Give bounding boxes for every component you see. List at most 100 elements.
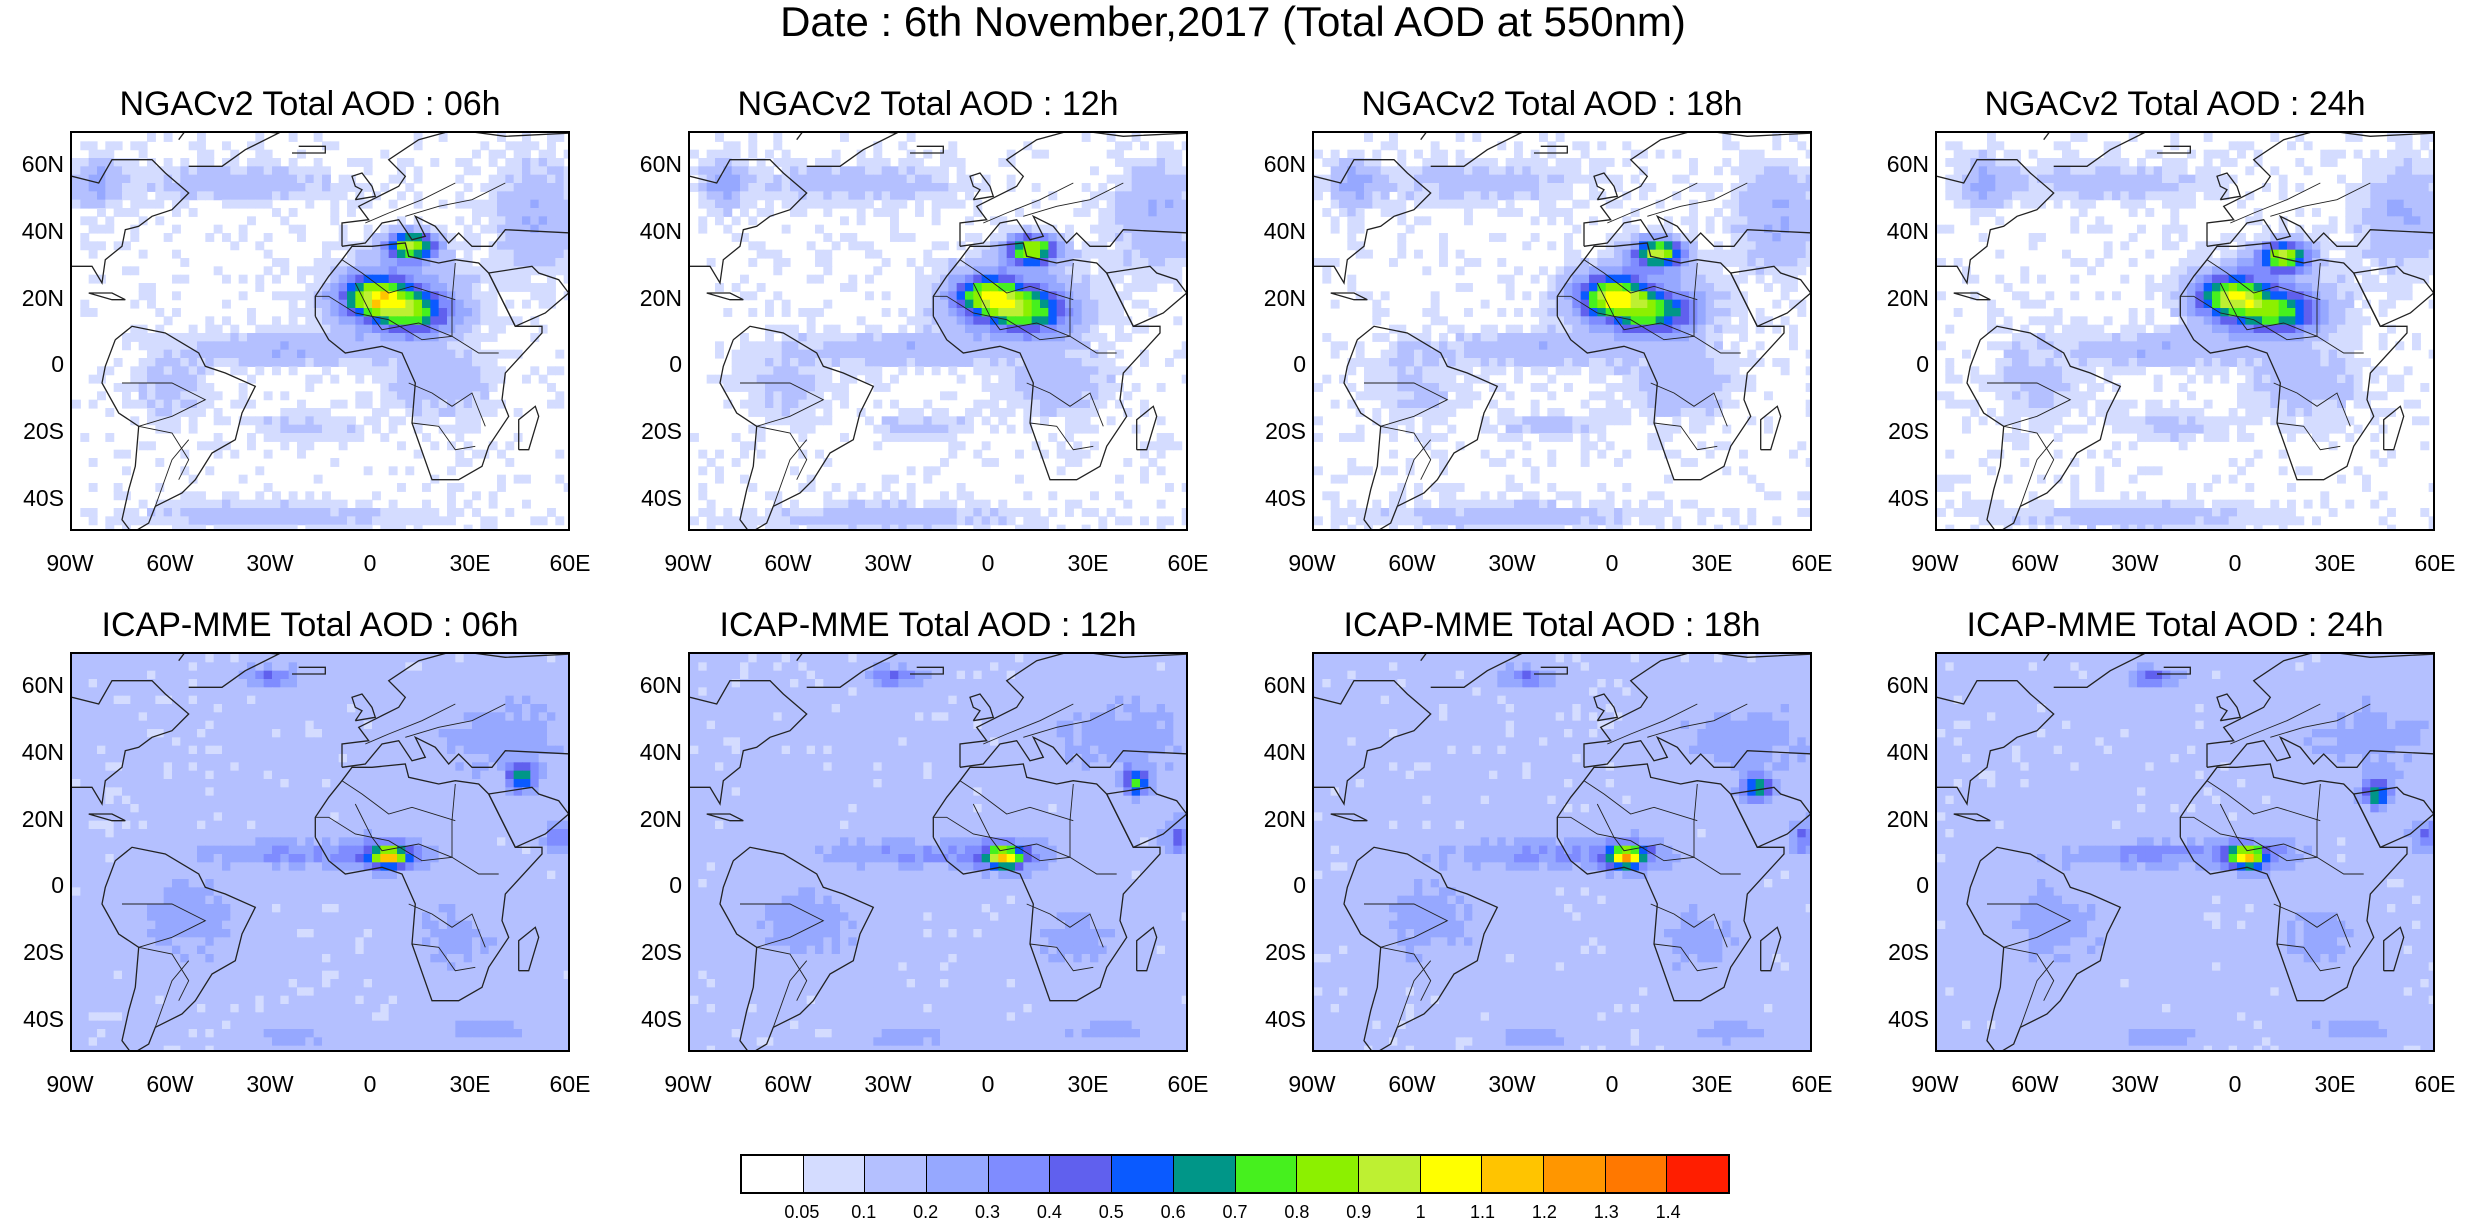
lon-tick-label: 0 — [1572, 1072, 1652, 1096]
colorbar-box — [1050, 1156, 1112, 1192]
lat-tick-label: 0 — [669, 352, 682, 376]
lat-tick-label: 0 — [51, 352, 64, 376]
lat-tick-label: 20S — [1265, 940, 1306, 964]
lat-tick-label: 0 — [669, 873, 682, 897]
colorbar-label: 0.6 — [1143, 1203, 1203, 1221]
lat-tick-label: 20S — [23, 940, 64, 964]
panel-title: ICAP-MME Total AOD : 12h — [618, 606, 1238, 644]
lat-tick-label: 40N — [1264, 219, 1306, 243]
lon-tick-label: 60W — [748, 551, 828, 575]
map-area — [688, 131, 1188, 531]
colorbar-box — [1297, 1156, 1359, 1192]
lon-tick-label: 30E — [1048, 1072, 1128, 1096]
figure-title: Date : 6th November,2017 (Total AOD at 5… — [0, 0, 2466, 44]
lon-tick-label: 90W — [1272, 551, 1352, 575]
lon-tick-label: 60W — [748, 1072, 828, 1096]
aod-field — [72, 654, 570, 1052]
lon-tick-label: 90W — [1895, 551, 1975, 575]
lon-tick-label: 30W — [2095, 1072, 2175, 1096]
lat-tick-label: 60N — [640, 673, 682, 697]
aod-map — [72, 654, 570, 1052]
lon-tick-label: 90W — [30, 1072, 110, 1096]
lon-tick-label: 0 — [2195, 551, 2275, 575]
lat-tick-label: 20N — [22, 807, 64, 831]
lat-tick-label: 40S — [1888, 1007, 1929, 1031]
aod-field — [690, 654, 1188, 1052]
colorbar-label: 0.8 — [1267, 1203, 1327, 1221]
lat-tick-label: 40N — [1887, 219, 1929, 243]
lon-tick-label: 60E — [1148, 551, 1228, 575]
lat-tick-label: 20N — [640, 286, 682, 310]
aod-map — [72, 133, 570, 531]
lat-tick-label: 60N — [1264, 152, 1306, 176]
lon-tick-label: 60E — [530, 551, 610, 575]
lat-tick-label: 20S — [641, 419, 682, 443]
lon-tick-label: 30W — [2095, 551, 2175, 575]
lon-tick-label: 60W — [1372, 1072, 1452, 1096]
colorbar-label: 0.05 — [772, 1203, 832, 1221]
lat-tick-label: 0 — [51, 873, 64, 897]
colorbar-label: 0.4 — [1019, 1203, 1079, 1221]
lon-tick-label: 60W — [1995, 1072, 2075, 1096]
aod-field — [72, 133, 570, 531]
colorbar-label: 0.2 — [896, 1203, 956, 1221]
lat-tick-label: 40N — [22, 219, 64, 243]
lat-tick-label: 20S — [23, 419, 64, 443]
lon-tick-label: 90W — [648, 1072, 728, 1096]
map-area — [1312, 652, 1812, 1052]
lon-tick-label: 30W — [230, 1072, 310, 1096]
lat-tick-label: 40N — [640, 740, 682, 764]
colorbar-box — [1544, 1156, 1606, 1192]
colorbar — [740, 1154, 1730, 1194]
lat-tick-label: 20N — [1887, 286, 1929, 310]
lat-tick-label: 0 — [1916, 352, 1929, 376]
lon-tick-label: 60W — [1995, 551, 2075, 575]
lon-tick-label: 90W — [648, 551, 728, 575]
lat-tick-label: 40S — [641, 486, 682, 510]
lat-tick-label: 20S — [1888, 940, 1929, 964]
colorbar-label: 0.9 — [1329, 1203, 1389, 1221]
colorbar-box — [865, 1156, 927, 1192]
lon-tick-label: 0 — [948, 1072, 1028, 1096]
lon-tick-label: 90W — [1895, 1072, 1975, 1096]
lat-tick-label: 40N — [640, 219, 682, 243]
lon-tick-label: 60E — [1148, 1072, 1228, 1096]
lon-tick-label: 30W — [230, 551, 310, 575]
aod-field — [1937, 133, 2435, 531]
lon-tick-label: 60E — [1772, 1072, 1852, 1096]
lat-tick-label: 60N — [22, 152, 64, 176]
colorbar-box — [1174, 1156, 1236, 1192]
lon-tick-label: 30W — [848, 1072, 928, 1096]
colorbar-label: 0.3 — [958, 1203, 1018, 1221]
lat-tick-label: 20S — [641, 940, 682, 964]
lon-tick-label: 0 — [330, 551, 410, 575]
lon-tick-label: 30W — [1472, 551, 1552, 575]
lat-tick-label: 20N — [22, 286, 64, 310]
lon-tick-label: 90W — [1272, 1072, 1352, 1096]
lon-tick-label: 0 — [2195, 1072, 2275, 1096]
lat-tick-label: 40S — [1265, 486, 1306, 510]
map-area — [70, 652, 570, 1052]
aod-field — [690, 133, 1188, 531]
lat-tick-label: 20N — [1264, 286, 1306, 310]
colorbar-box — [927, 1156, 989, 1192]
lat-tick-label: 40S — [23, 486, 64, 510]
panel-title: NGACv2 Total AOD : 18h — [1242, 85, 1862, 123]
lat-tick-label: 40S — [1888, 486, 1929, 510]
aod-map — [1314, 654, 1812, 1052]
lat-tick-label: 20N — [1887, 807, 1929, 831]
lat-tick-label: 60N — [1887, 152, 1929, 176]
aod-map — [690, 654, 1188, 1052]
lat-tick-label: 20N — [1264, 807, 1306, 831]
colorbar-label: 0.1 — [834, 1203, 894, 1221]
lat-tick-label: 40N — [1264, 740, 1306, 764]
lon-tick-label: 30E — [430, 551, 510, 575]
lon-tick-label: 60E — [2395, 1072, 2466, 1096]
aod-map — [1937, 654, 2435, 1052]
panel-title: ICAP-MME Total AOD : 24h — [1865, 606, 2466, 644]
map-area — [1935, 652, 2435, 1052]
